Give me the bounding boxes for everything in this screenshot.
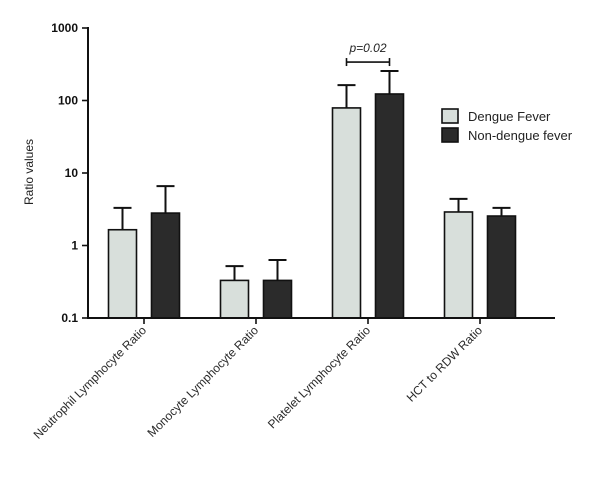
y-tick-label: 100 (58, 94, 78, 108)
bar-non-dengue-fever-neutrophil-lymphocyte-ratio (150, 212, 181, 319)
legend-item-dengue-fever: Dengue Fever (441, 108, 551, 124)
legend: Dengue Fever Non-dengue fever (441, 108, 573, 143)
bar-non-dengue-fever-hct-to-rdw-ratio (486, 215, 517, 319)
error-bar-non-dengue-fever-hct-to-rdw-ratio (492, 206, 511, 217)
bar-non-dengue-fever-platelet-lymphocyte-ratio (374, 93, 405, 319)
significance-annotation: p=0.02 (345, 41, 391, 67)
bar-dengue-fever-platelet-lymphocyte-ratio (331, 107, 362, 319)
y-tick-label: 1 (71, 239, 78, 253)
x-tick-label-platelet-lymphocyte-ratio: Platelet Lymphocyte Ratio (265, 323, 373, 431)
annotations-layer: p=0.02 (345, 41, 391, 67)
y-tick-label: 1000 (51, 21, 78, 35)
p-value-label: p=0.02 (348, 41, 386, 55)
error-bar-dengue-fever-hct-to-rdw-ratio (449, 197, 468, 212)
error-bar-dengue-fever-platelet-lymphocyte-ratio (337, 84, 356, 108)
error-bars-layer (113, 70, 511, 281)
legend-label-dengue-fever: Dengue Fever (468, 109, 551, 124)
error-bar-non-dengue-fever-neutrophil-lymphocyte-ratio (156, 185, 175, 214)
y-tick-label: 10 (65, 166, 79, 180)
legend-swatch-dengue-fever (441, 108, 459, 124)
bar-non-dengue-fever-monocyte-lymphocyte-ratio (262, 279, 293, 319)
bar-dengue-fever-monocyte-lymphocyte-ratio (219, 279, 250, 319)
legend-item-non-dengue-fever: Non-dengue fever (441, 127, 573, 143)
y-tick-label: 0.1 (61, 311, 78, 325)
y-ticks: 0.1 1 10 100 1000 (51, 21, 88, 325)
legend-label-non-dengue-fever: Non-dengue fever (468, 128, 573, 143)
y-axis-label: Ratio values (22, 139, 36, 205)
x-tick-label-hct-to-rdw-ratio: HCT to RDW Ratio (404, 323, 486, 405)
error-bar-non-dengue-fever-monocyte-lymphocyte-ratio (268, 259, 287, 281)
x-tick-label-neutrophil-lymphocyte-ratio: Neutrophil Lymphocyte Ratio (31, 323, 150, 442)
error-bar-non-dengue-fever-platelet-lymphocyte-ratio (380, 70, 399, 94)
bar-dengue-fever-hct-to-rdw-ratio (443, 211, 474, 319)
legend-swatch-non-dengue-fever (441, 127, 459, 143)
error-bar-dengue-fever-monocyte-lymphocyte-ratio (225, 265, 244, 281)
error-bar-dengue-fever-neutrophil-lymphocyte-ratio (113, 206, 132, 230)
bar-dengue-fever-neutrophil-lymphocyte-ratio (107, 228, 138, 319)
x-tick-label-monocyte-lymphocyte-ratio: Monocyte Lymphocyte Ratio (144, 323, 261, 440)
